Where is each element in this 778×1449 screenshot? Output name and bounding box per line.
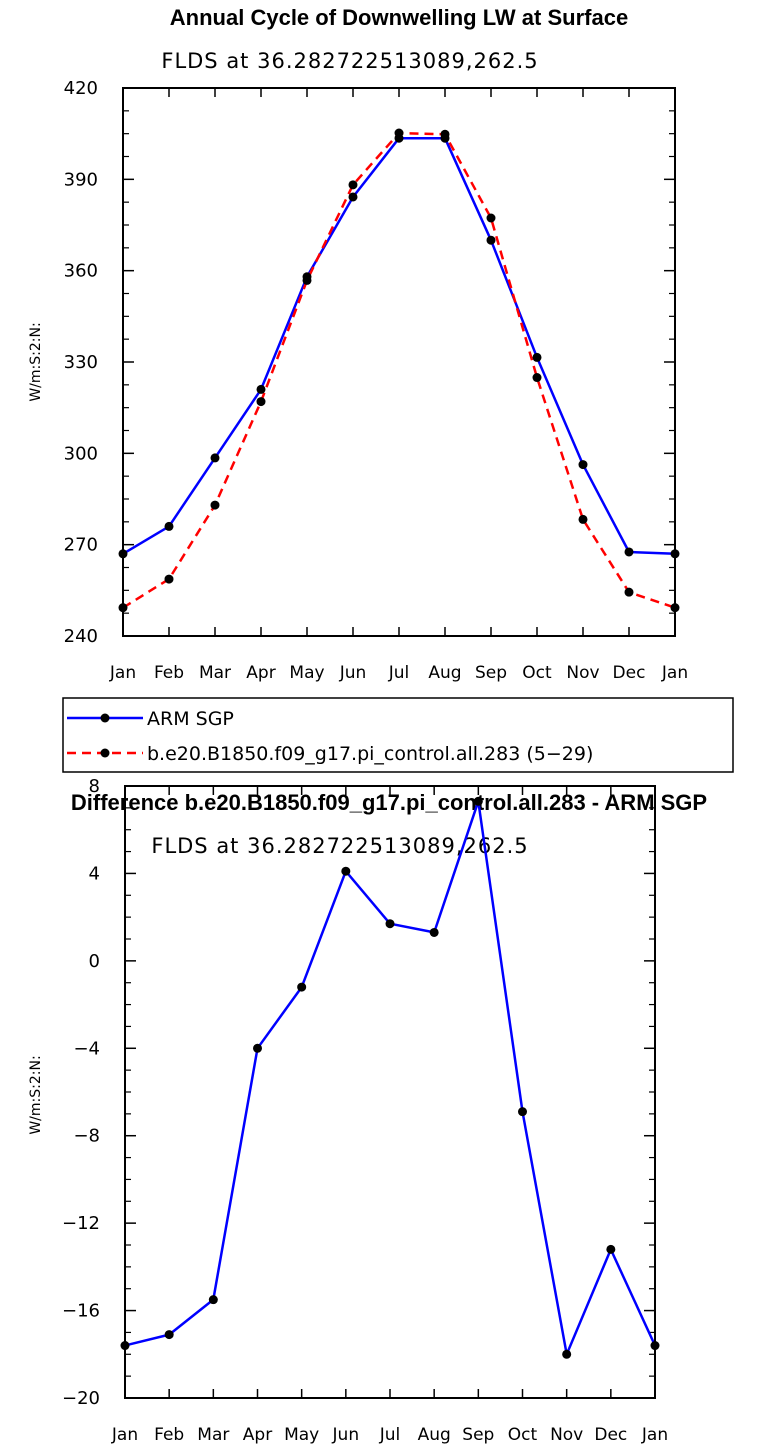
chart1-series-0-point — [486, 235, 496, 245]
chart2-subtitle: FLDS at 36.282722513089,262.5 — [151, 834, 528, 858]
chart2-xtick-label: Aug — [418, 1425, 451, 1445]
chart2-series-0-point — [385, 919, 395, 929]
chart1-xtick-label: Jun — [339, 663, 367, 683]
chart1-series-0-point — [578, 460, 588, 470]
chart1-xtick-label: Apr — [246, 663, 275, 683]
chart2-plot-frame — [124, 785, 656, 1399]
chart2-series-0-point — [164, 1330, 174, 1340]
chart2-series-0-point — [297, 982, 307, 992]
chart1-xtick-label: Mar — [199, 663, 231, 683]
chart2-series-0-point — [606, 1244, 616, 1254]
chart2-xtick-label: Sep — [462, 1425, 494, 1445]
chart1-ylabel: W/m:S:2:N: — [28, 322, 44, 401]
legend-label-arm-sgp: ARM SGP — [147, 708, 234, 730]
chart2-ytick-label: −16 — [62, 1301, 100, 1322]
chart1-xtick-label: Jul — [388, 663, 410, 683]
chart1-xtick-label: Dec — [613, 663, 646, 683]
chart1-title: Annual Cycle of Downwelling LW at Surfac… — [170, 5, 628, 30]
chart1-series-0-point — [348, 192, 358, 202]
chart1-series-1-point — [532, 373, 542, 383]
chart2-xtick-label: Jun — [332, 1425, 360, 1445]
chart2-ytick-label: 8 — [89, 776, 100, 797]
chart1-series-0-point — [532, 352, 542, 362]
chart1-series-1-point — [348, 180, 358, 190]
chart1-plot-frame — [122, 87, 676, 637]
chart1-ytick-label: 390 — [64, 169, 98, 190]
chart1-xtick-label: Feb — [154, 663, 184, 683]
chart2-xtick-label: Jan — [111, 1425, 138, 1445]
chart1-series-line-1 — [122, 131, 676, 609]
chart2-series-0-point — [429, 927, 439, 937]
chart2-series-0-point — [208, 1295, 218, 1305]
chart-annual-cycle: Annual Cycle of Downwelling LW at Surfac… — [28, 5, 688, 683]
legend-marker-model — [100, 748, 110, 758]
chart2-xtick-label: Dec — [594, 1425, 627, 1445]
chart1-xtick-label: Nov — [566, 663, 599, 683]
chart1-ytick-label: 240 — [64, 626, 98, 647]
chart2-ytick-label: −12 — [62, 1213, 100, 1234]
chart1-ytick-label: 270 — [64, 535, 98, 556]
chart2-xtick-label: Jul — [379, 1425, 401, 1445]
chart2-xtick-label: Jan — [641, 1425, 668, 1445]
chart1-series-0-point — [164, 521, 174, 531]
chart2-ytick-label: −8 — [73, 1126, 100, 1147]
chart1-xtick-label: May — [289, 663, 324, 683]
chart2-series-0-point — [473, 796, 483, 806]
chart2-xtick-label: Feb — [154, 1425, 184, 1445]
chart2-series-0-point — [341, 866, 351, 876]
chart1-series-1-point — [440, 129, 450, 139]
chart1-series-1-point — [302, 275, 312, 285]
chart2-xtick-label: Oct — [508, 1425, 538, 1445]
chart2-xtick-label: Nov — [550, 1425, 583, 1445]
chart1-series-1-point — [578, 514, 588, 524]
chart1-legend: ARM SGP b.e20.B1850.f09_g17.pi_control.a… — [62, 697, 734, 773]
chart1-subtitle: FLDS at 36.282722513089,262.5 — [161, 49, 538, 73]
chart-difference: Difference b.e20.B1850.f09_g17.pi_contro… — [28, 776, 707, 1445]
chart1-ytick-label: 300 — [64, 443, 98, 464]
chart1-series-1-point — [256, 397, 266, 407]
chart1-series-0-point — [210, 453, 220, 463]
chart2-series-0-point — [562, 1349, 572, 1359]
chart2-xtick-label: Apr — [243, 1425, 272, 1445]
chart1-ytick-label: 330 — [64, 352, 98, 373]
chart1-series-1-point — [210, 500, 220, 510]
chart1-ytick-label: 360 — [64, 261, 98, 282]
chart1-series-1-point — [164, 574, 174, 584]
chart1-ytick-label: 420 — [64, 78, 98, 99]
legend-marker-arm-sgp — [100, 713, 110, 723]
chart2-series-0-point — [518, 1107, 527, 1117]
chart1-series-0-point — [256, 384, 266, 394]
legend-box — [62, 697, 734, 773]
chart1-series-1-point — [486, 213, 496, 223]
chart2-xtick-label: May — [284, 1425, 319, 1445]
chart1-series-0-point — [624, 547, 634, 557]
chart1-series-1-point — [624, 587, 634, 597]
chart2-ytick-label: −20 — [62, 1388, 100, 1409]
chart1-xtick-label: Oct — [522, 663, 552, 683]
chart2-series-0-point — [253, 1043, 262, 1053]
chart1-series-line-0 — [122, 136, 676, 556]
chart2-ytick-label: 4 — [89, 863, 100, 884]
chart2-title: Difference b.e20.B1850.f09_g17.pi_contro… — [71, 790, 707, 815]
chart1-xtick-label: Jan — [109, 663, 136, 683]
chart1-xtick-label: Aug — [428, 663, 461, 683]
chart1-xtick-label: Sep — [475, 663, 507, 683]
chart2-xtick-label: Mar — [197, 1425, 229, 1445]
chart2-series-line-0 — [124, 800, 657, 1356]
chart2-ytick-label: 0 — [89, 951, 100, 972]
chart2-ylabel: W/m:S:2:N: — [28, 1055, 44, 1134]
chart2-ytick-label: −4 — [73, 1038, 100, 1059]
legend-label-model: b.e20.B1850.f09_g17.pi_control.all.283 (… — [147, 743, 593, 765]
chart1-series-1-point — [394, 128, 404, 138]
chart1-xtick-label: Jan — [661, 663, 688, 683]
